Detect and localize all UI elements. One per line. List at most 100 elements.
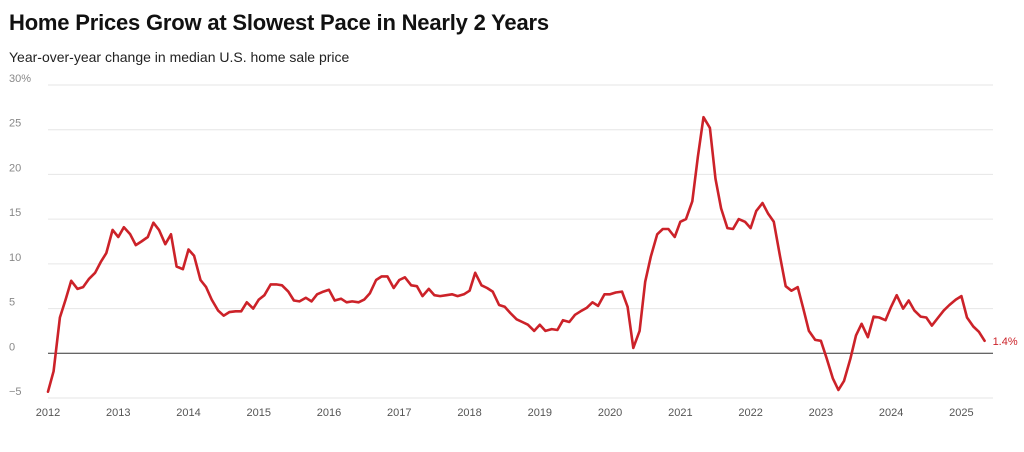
data-point: [867, 336, 869, 338]
data-point: [790, 290, 792, 292]
data-point: [258, 299, 260, 301]
series-layer: [47, 116, 985, 392]
data-point: [434, 294, 436, 296]
x-tick-label: 2016: [317, 407, 341, 419]
y-tick-label: 25: [9, 118, 21, 130]
data-point: [509, 312, 511, 314]
data-point: [147, 236, 149, 238]
data-point: [885, 319, 887, 321]
data-point: [439, 295, 441, 297]
data-point: [527, 324, 529, 326]
data-point: [808, 330, 810, 332]
data-point: [715, 178, 717, 180]
data-point: [211, 299, 213, 301]
data-point: [621, 291, 623, 293]
data-point: [369, 292, 371, 294]
x-tick-label: 2024: [879, 407, 903, 419]
data-point: [925, 317, 927, 319]
data-point: [316, 293, 318, 295]
x-tick-label: 2021: [668, 407, 692, 419]
data-point: [105, 252, 107, 254]
data-point: [873, 316, 875, 318]
data-point: [533, 330, 535, 332]
data-point: [340, 298, 342, 300]
data-point: [334, 300, 336, 302]
data-point: [797, 286, 799, 288]
data-point: [949, 304, 951, 306]
data-point: [966, 317, 968, 319]
data-point: [896, 294, 898, 296]
data-point: [727, 227, 729, 229]
data-point: [843, 380, 845, 382]
data-point: [838, 389, 840, 391]
data-point: [732, 228, 734, 230]
data-point: [662, 228, 664, 230]
data-point: [158, 229, 160, 231]
data-point: [597, 305, 599, 307]
data-point: [937, 317, 939, 319]
data-point: [358, 301, 360, 303]
x-tick-label: 2020: [598, 407, 622, 419]
data-point: [463, 293, 465, 295]
x-tick-label: 2014: [176, 407, 200, 419]
data-point: [328, 289, 330, 291]
data-point: [264, 294, 266, 296]
data-point: [129, 233, 131, 235]
data-point: [703, 116, 705, 118]
x-tick-label: 2013: [106, 407, 130, 419]
data-point: [188, 249, 190, 251]
data-point: [773, 221, 775, 223]
data-point: [779, 256, 781, 258]
data-point: [679, 221, 681, 223]
data-point: [164, 243, 166, 245]
data-point: [270, 284, 272, 286]
data-point: [141, 241, 143, 243]
data-point: [451, 293, 453, 295]
y-tick-label: 30%: [9, 73, 31, 85]
data-point: [65, 299, 67, 301]
data-point: [217, 309, 219, 311]
data-point: [750, 227, 752, 229]
data-point: [814, 339, 816, 341]
data-point: [94, 272, 96, 274]
data-point: [580, 310, 582, 312]
y-tick-label: 20: [9, 162, 21, 174]
data-point: [311, 301, 313, 303]
data-point: [762, 202, 764, 204]
data-point: [984, 340, 986, 342]
data-point: [644, 281, 646, 283]
x-tick-label: 2019: [528, 407, 552, 419]
data-point: [240, 310, 242, 312]
data-point: [586, 307, 588, 309]
data-point: [685, 218, 687, 220]
data-point: [545, 330, 547, 332]
data-point: [182, 268, 184, 270]
y-tick-label: 15: [9, 207, 21, 219]
data-point: [323, 291, 325, 293]
data-point: [252, 308, 254, 310]
data-point: [445, 294, 447, 296]
data-point: [826, 357, 828, 359]
data-point: [481, 284, 483, 286]
data-point: [656, 233, 658, 235]
data-point: [604, 293, 606, 295]
y-tick-label: 0: [9, 341, 15, 353]
data-point: [667, 228, 669, 230]
data-point: [416, 285, 418, 287]
data-point: [568, 321, 570, 323]
data-point: [820, 340, 822, 342]
data-point: [738, 218, 740, 220]
data-point: [293, 300, 295, 302]
data-point: [755, 210, 757, 212]
data-point: [521, 321, 523, 323]
data-point: [878, 317, 880, 319]
data-point: [492, 291, 494, 293]
x-tick-label: 2012: [36, 407, 60, 419]
data-point: [299, 301, 301, 303]
data-point: [890, 306, 892, 308]
data-point: [639, 330, 641, 332]
data-point: [363, 299, 365, 301]
data-point: [398, 279, 400, 281]
data-point: [486, 287, 488, 289]
data-point: [205, 286, 207, 288]
